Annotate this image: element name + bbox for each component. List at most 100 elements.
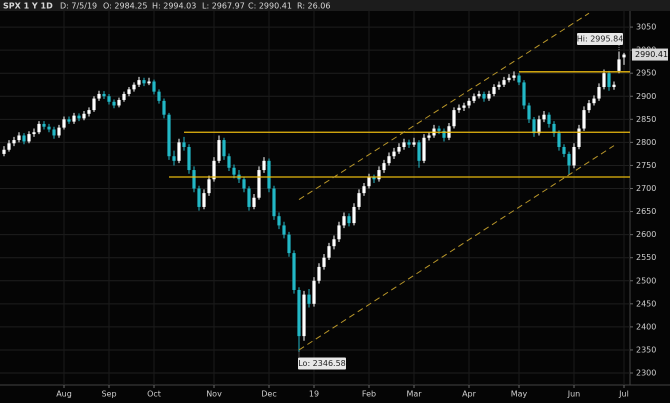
hi-box bbox=[577, 33, 623, 46]
y-tick-label: 2650 bbox=[636, 207, 656, 216]
candle-body bbox=[47, 126, 51, 130]
trend-line bbox=[298, 145, 615, 351]
candle-body bbox=[617, 59, 621, 71]
candle-body bbox=[397, 146, 401, 152]
candle-body bbox=[592, 98, 596, 104]
candle-body bbox=[32, 132, 36, 135]
candle-body bbox=[147, 81, 151, 84]
candle-body bbox=[267, 160, 271, 189]
y-tick-label: 3050 bbox=[636, 23, 656, 32]
candle-body bbox=[612, 84, 616, 88]
candle-body bbox=[82, 113, 86, 119]
y-tick-label: 2700 bbox=[636, 184, 656, 193]
candle-body bbox=[462, 105, 466, 108]
candle-body bbox=[437, 128, 441, 131]
candle-body bbox=[342, 216, 346, 226]
lo-box bbox=[298, 357, 346, 370]
candle-body bbox=[357, 193, 361, 207]
candle-body bbox=[577, 128, 581, 147]
candle-body bbox=[322, 257, 326, 267]
candle-body bbox=[172, 156, 176, 161]
candle-body bbox=[512, 75, 516, 78]
candle-body bbox=[297, 289, 301, 337]
candle-body bbox=[507, 77, 511, 81]
y-tick-label: 2550 bbox=[636, 253, 656, 262]
candle-body bbox=[22, 135, 26, 142]
candle-body bbox=[502, 80, 506, 85]
candle-body bbox=[207, 179, 211, 194]
symbol[interactable]: SPX 1 Y 1D bbox=[3, 2, 53, 11]
candle-body bbox=[422, 137, 426, 161]
candle-body bbox=[187, 146, 191, 171]
x-tick-label: Aug bbox=[56, 390, 72, 399]
candle-body bbox=[312, 280, 316, 304]
candle-body bbox=[607, 73, 611, 88]
last-price-box bbox=[632, 48, 668, 61]
x-tick-label: Nov bbox=[206, 390, 222, 399]
candle-body bbox=[337, 225, 341, 240]
candle-body bbox=[192, 170, 196, 189]
candle-body bbox=[482, 93, 486, 99]
candle-body bbox=[7, 143, 11, 150]
candle-body bbox=[217, 140, 221, 161]
y-tick-label: 2500 bbox=[636, 276, 656, 285]
candle-body bbox=[472, 96, 476, 101]
x-tick-label: Mar bbox=[406, 390, 422, 399]
candle-body bbox=[162, 100, 166, 115]
candle-body bbox=[292, 253, 296, 290]
candle-body bbox=[347, 216, 351, 224]
lo-label: Lo: 2346.58 bbox=[298, 359, 346, 368]
y-tick-label: 2950 bbox=[636, 69, 656, 78]
candle-body bbox=[572, 146, 576, 166]
candle-body bbox=[142, 80, 146, 84]
candle-body bbox=[262, 160, 266, 171]
candle-body bbox=[277, 216, 281, 226]
candle-body bbox=[537, 119, 541, 134]
candle-body bbox=[222, 140, 226, 157]
candle-body bbox=[137, 80, 141, 85]
y-tick-label: 2850 bbox=[636, 115, 656, 124]
y-tick-label: 2800 bbox=[636, 138, 656, 147]
candle-body bbox=[87, 110, 91, 114]
y-tick-label: 2450 bbox=[636, 299, 656, 308]
candle-body bbox=[167, 114, 171, 157]
candle-body bbox=[122, 93, 126, 100]
candle-body bbox=[212, 160, 216, 180]
candle-body bbox=[117, 99, 121, 106]
candle-body bbox=[517, 75, 521, 83]
candle-body bbox=[227, 156, 231, 168]
candle-body bbox=[67, 119, 71, 122]
candle-body bbox=[622, 54, 626, 58]
candle-body bbox=[177, 142, 181, 161]
candle-body bbox=[12, 140, 16, 144]
candle-body bbox=[457, 107, 461, 111]
candle-body bbox=[92, 98, 96, 111]
candle-body bbox=[532, 119, 536, 134]
candle-body bbox=[587, 103, 591, 111]
y-tick-label: 2600 bbox=[636, 230, 656, 239]
candle-body bbox=[72, 115, 76, 122]
candle-body bbox=[107, 96, 111, 102]
candle-body bbox=[247, 188, 251, 207]
candle-body bbox=[477, 93, 481, 97]
candle-body bbox=[552, 123, 556, 134]
candle-body bbox=[427, 135, 431, 138]
candle-body bbox=[522, 82, 526, 106]
candle-body bbox=[387, 156, 391, 164]
candle-body bbox=[377, 170, 381, 180]
candle-body bbox=[442, 130, 446, 138]
candle-body bbox=[582, 110, 586, 129]
candle-body bbox=[102, 93, 106, 97]
candle-body bbox=[317, 266, 321, 281]
candle-body bbox=[327, 246, 331, 258]
candle-body bbox=[282, 225, 286, 235]
candle-body bbox=[492, 87, 496, 94]
header-field: O: 2984.25 bbox=[103, 2, 147, 11]
last-price-label: 2990.41 bbox=[635, 50, 668, 59]
candle-body bbox=[252, 197, 256, 207]
x-tick-label: Jun bbox=[567, 390, 581, 399]
candle-body bbox=[272, 188, 276, 217]
candle-body bbox=[152, 81, 156, 92]
candle-body bbox=[77, 115, 81, 119]
